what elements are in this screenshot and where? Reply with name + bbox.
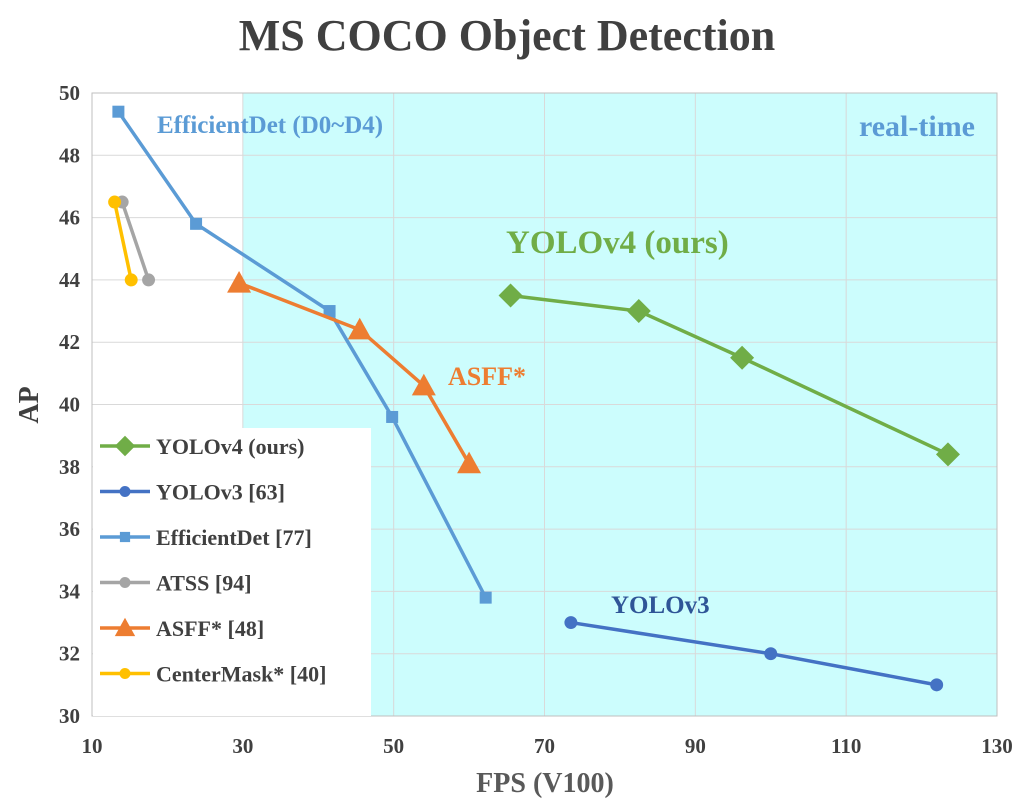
data-point: [386, 410, 399, 423]
x-axis-ticks: 10 30 50 70 90 110 130: [82, 734, 1013, 758]
annotation-real-time: real-time: [859, 110, 975, 143]
legend-marker: [114, 617, 136, 637]
data-point: [764, 647, 778, 661]
x-tick-label: 70: [534, 734, 555, 758]
y-tick-label: 50: [59, 81, 80, 105]
data-point: [730, 345, 755, 370]
series-2: [112, 105, 492, 604]
annotation-efficientdet: EfficientDet (D0~D4): [157, 112, 383, 139]
annotation-yolov3: YOLOv3: [611, 592, 710, 619]
legend-label: EfficientDet [77]: [156, 525, 312, 550]
data-point: [124, 273, 138, 287]
x-tick-label: 110: [831, 734, 861, 758]
legend-item: ASFF* [48]: [100, 616, 264, 641]
y-tick-label: 44: [59, 268, 81, 292]
data-point: [142, 273, 156, 287]
series-line: [120, 201, 151, 281]
data-point: [190, 217, 203, 230]
legend-label: CenterMask* [40]: [156, 662, 326, 687]
x-tick-label: 30: [232, 734, 253, 758]
chart-title: MS COCO Object Detection: [239, 11, 775, 60]
legend-item: YOLOv3 [63]: [100, 480, 285, 505]
data-point: [930, 678, 944, 692]
x-axis-label: FPS (V100): [476, 768, 614, 799]
legend-item: EfficientDet [77]: [100, 525, 312, 550]
annotation-asff: ASFF*: [448, 362, 526, 391]
legend-marker: [114, 435, 136, 457]
legend-label: YOLOv3 [63]: [156, 480, 285, 505]
plot-area: [91, 92, 998, 717]
legend-marker: [119, 667, 131, 680]
series-line: [112, 201, 133, 281]
data-point: [626, 299, 651, 324]
data-point: [112, 105, 125, 118]
legend-marker: [119, 576, 131, 589]
series-line: [238, 281, 471, 465]
data-point: [323, 305, 336, 318]
y-tick-label: 40: [59, 393, 80, 417]
data-point: [457, 451, 482, 474]
y-tick-label: 46: [59, 206, 80, 230]
series-4: [227, 271, 482, 474]
data-point: [935, 442, 960, 467]
x-tick-label: 10: [82, 734, 103, 758]
series-5: [108, 195, 138, 287]
legend-label: ATSS [94]: [156, 571, 252, 596]
data-point: [227, 271, 252, 293]
x-tick-label: 90: [685, 734, 706, 758]
y-tick-label: 36: [59, 517, 80, 541]
legend-item: YOLOv4 (ours): [100, 434, 305, 459]
legend-label: YOLOv4 (ours): [156, 434, 305, 459]
annotation-yolov4: YOLOv4 (ours): [506, 225, 729, 261]
y-axis-label: AP: [14, 386, 45, 423]
x-tick-label: 50: [383, 734, 404, 758]
legend-item: ATSS [94]: [100, 571, 252, 596]
y-tick-label: 38: [59, 455, 80, 479]
data-point: [498, 283, 523, 308]
data-point: [347, 317, 372, 340]
legend-background: [93, 428, 371, 716]
y-tick-label: 34: [59, 579, 81, 603]
series-line: [510, 293, 949, 456]
y-tick-label: 42: [59, 330, 80, 354]
data-point: [479, 591, 492, 604]
data-point: [411, 373, 436, 396]
legend: YOLOv4 (ours) YOLOv3 [63] EfficientDet [77…: [100, 434, 326, 687]
legend-marker: [119, 485, 131, 498]
series-1: [564, 616, 944, 692]
data-point: [108, 195, 122, 209]
legend-label: ASFF* [48]: [156, 616, 264, 641]
series-0: [498, 283, 960, 467]
legend-marker: [119, 531, 131, 543]
y-axis-ticks: 30 32 34 36 38 40 42 44 46 48 50: [59, 81, 81, 728]
series-layer: [108, 105, 960, 692]
y-tick-label: 32: [59, 642, 80, 666]
data-point: [564, 616, 578, 630]
legend-item: CenterMask* [40]: [100, 662, 326, 687]
x-tick-label: 130: [981, 734, 1013, 758]
y-tick-label: 48: [59, 143, 80, 167]
y-tick-label: 30: [59, 704, 80, 728]
